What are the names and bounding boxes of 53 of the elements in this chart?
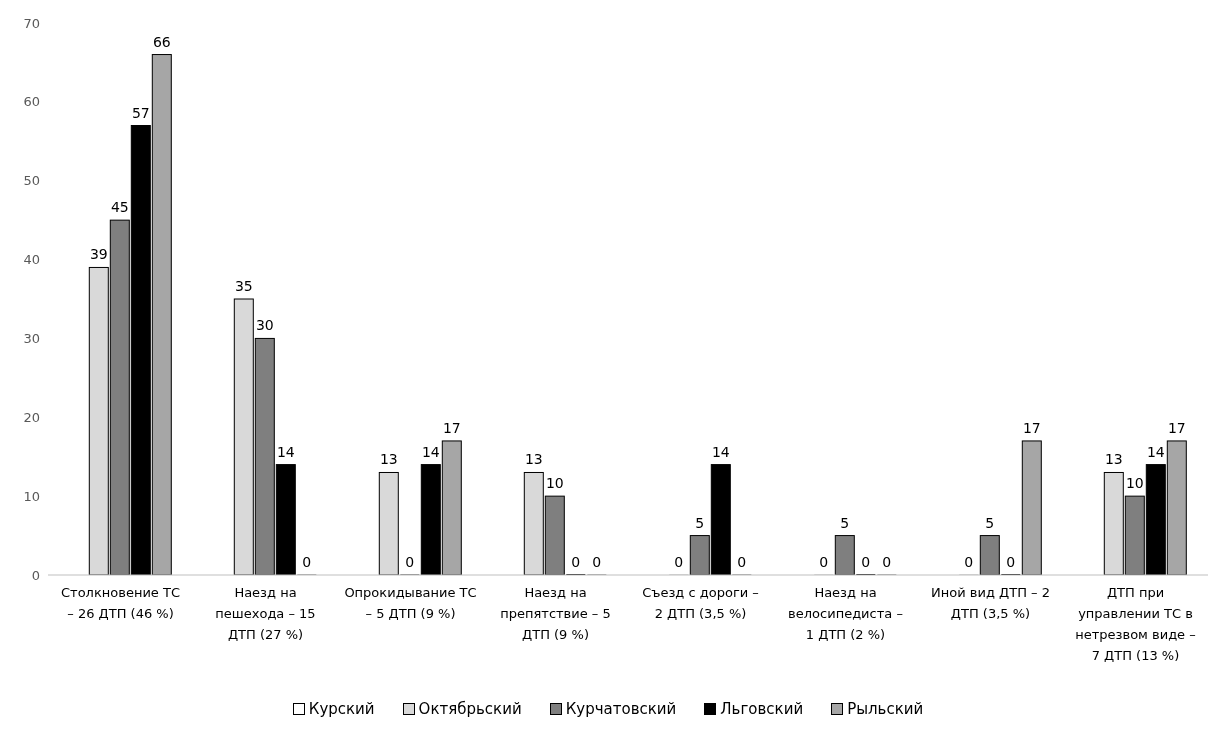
data-label: 0 xyxy=(405,554,415,570)
data-label: 39 xyxy=(89,246,108,263)
data-label: 10 xyxy=(545,475,564,492)
x-tick-label: Опрокидывание ТС – 5 ДТП (9 %) xyxy=(344,585,477,621)
legend-label: Курчатовский xyxy=(564,700,677,718)
x-tick-label: Иной вид ДТП – 2 ДТП (3,5 %) xyxy=(931,585,1050,621)
data-label: 5 xyxy=(985,514,995,531)
data-label: 30 xyxy=(255,317,274,334)
data-label: 14 xyxy=(276,443,295,460)
x-tick-label: Наезд на велосипедиста – 1 ДТП (2 %) xyxy=(788,585,903,642)
y-tick-label: 10 xyxy=(23,488,40,504)
legend-label: Льговский xyxy=(719,700,804,718)
data-label: 14 xyxy=(711,443,730,460)
x-tick-label: Наезд на пешехода – 15 ДТП (27 %) xyxy=(215,585,316,642)
data-label: 0 xyxy=(861,554,871,570)
data-label: 45 xyxy=(110,199,129,216)
y-tick-label: 70 xyxy=(23,15,40,31)
x-tick-label: Съезд с дороги – 2 ДТП (3,5 %) xyxy=(642,585,759,621)
x-tick-label: Столкновение ТС – 26 ДТП (46 %) xyxy=(61,585,180,621)
data-label: 0 xyxy=(674,554,684,570)
y-tick-label: 60 xyxy=(23,94,40,110)
data-label: 17 xyxy=(1167,419,1186,436)
y-tick-label: 0 xyxy=(31,567,40,583)
data-label: 0 xyxy=(819,554,829,570)
y-tick-label: 50 xyxy=(23,173,40,189)
data-label: 17 xyxy=(442,419,461,436)
data-label: 10 xyxy=(1125,475,1144,492)
data-label: 17 xyxy=(1022,419,1041,436)
data-label: 0 xyxy=(571,554,581,570)
legend-label: Рыльский xyxy=(846,700,924,718)
data-label: 5 xyxy=(840,514,850,531)
y-tick-label: 30 xyxy=(23,331,40,347)
data-label: 57 xyxy=(131,104,150,121)
data-label: 13 xyxy=(379,451,398,468)
data-label: 0 xyxy=(302,554,312,570)
data-label: 13 xyxy=(524,451,543,468)
y-tick-label: 40 xyxy=(23,252,40,268)
data-label: 0 xyxy=(964,554,974,570)
data-label: 14 xyxy=(1146,443,1165,460)
data-label: 5 xyxy=(695,514,705,531)
legend-label: Курский xyxy=(307,700,375,718)
x-tick-label: ДТП при управлении ТС в нетрезвом виде – 7 ДТП (13 %) xyxy=(1075,585,1196,663)
data-label: 13 xyxy=(1104,451,1123,468)
data-label: 0 xyxy=(882,554,892,570)
x-tick-label: Наезд на препятствие – 5 ДТП (9 %) xyxy=(500,585,611,642)
data-label: 0 xyxy=(737,554,747,570)
y-tick-label: 20 xyxy=(23,409,40,425)
data-label: 66 xyxy=(152,33,171,50)
data-label: 35 xyxy=(234,278,253,294)
data-label: 0 xyxy=(592,554,602,570)
data-label: 14 xyxy=(421,443,440,460)
legend-label: Октябрьский xyxy=(417,700,522,718)
data-label: 0 xyxy=(1006,554,1016,570)
